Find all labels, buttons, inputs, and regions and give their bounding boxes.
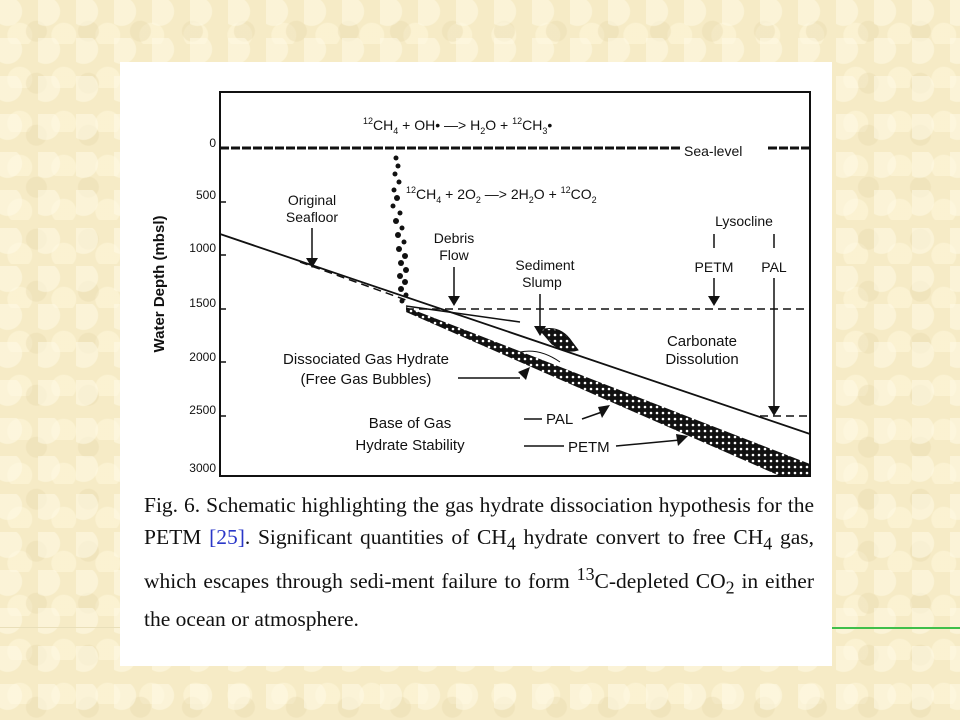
carbonate-label-2: Dissolution xyxy=(665,351,738,368)
plot-frame xyxy=(219,91,811,477)
original-seafloor-label-1: Original xyxy=(288,192,336,208)
figure-caption: Fig. 6. Schematic highlighting the gas h… xyxy=(144,493,814,632)
citation-link[interactable]: [25] xyxy=(209,524,245,549)
dissociated-label-2: (Free Gas Bubbles) xyxy=(301,371,432,388)
depth-tick-2000: 2000 xyxy=(189,350,216,364)
base-of-gas-label-1: Base of Gas xyxy=(369,415,452,432)
original-seafloor-dashed xyxy=(299,261,407,301)
pal-right-label: PAL xyxy=(761,259,787,275)
sediment-slump-shape xyxy=(539,328,579,352)
depth-tick-1000: 1000 xyxy=(189,241,216,255)
seafloor-line xyxy=(219,233,811,435)
divider-line-left xyxy=(0,627,120,628)
reaction-mid: 12CH4 + 2O2 —> 2H2O + 12CO2 xyxy=(406,185,597,205)
debris-flow-line xyxy=(405,305,521,323)
sediment-slump-label-2: Slump xyxy=(522,274,562,290)
hydrate-layer xyxy=(406,307,810,476)
accent-divider-line xyxy=(832,627,960,629)
original-seafloor-label-2: Seafloor xyxy=(286,209,338,225)
depth-tick-2500: 2500 xyxy=(189,403,216,417)
debris-flow-label-1: Debris xyxy=(434,230,474,246)
reaction-top: 12CH4 + OH• —> H2O + 12CH3• xyxy=(363,116,552,136)
pal-lower-label: PAL xyxy=(546,411,573,428)
carbonate-label-1: Carbonate xyxy=(667,333,737,350)
depth-tick-3000: 3000 xyxy=(189,461,216,475)
base-of-gas-label-2: Hydrate Stability xyxy=(355,437,465,454)
petm-right-label: PETM xyxy=(695,259,734,275)
petm-lower-label: PETM xyxy=(568,439,610,456)
depth-tick-1500: 1500 xyxy=(189,296,216,310)
pal-lower-arrow xyxy=(581,411,603,420)
gas-bubble-column xyxy=(390,155,409,304)
lysocline-label: Lysocline xyxy=(715,213,773,229)
sea-level-label: Sea-level xyxy=(684,143,742,159)
depth-tick-0: 0 xyxy=(209,136,216,150)
hydrate-diagram: Water Depth (mbsl) 0 500 1000 1500 2000 … xyxy=(151,91,811,477)
depth-tick-500: 500 xyxy=(196,188,216,202)
sediment-slump-label-1: Sediment xyxy=(515,257,574,273)
dissociated-label-1: Dissociated Gas Hydrate xyxy=(283,351,449,368)
petm-lower-arrow xyxy=(615,439,681,447)
debris-flow-label-2: Flow xyxy=(439,247,469,263)
y-axis-label: Water Depth (mbsl) xyxy=(151,216,168,353)
figure-panel: Water Depth (mbsl) 0 500 1000 1500 2000 … xyxy=(120,62,832,666)
